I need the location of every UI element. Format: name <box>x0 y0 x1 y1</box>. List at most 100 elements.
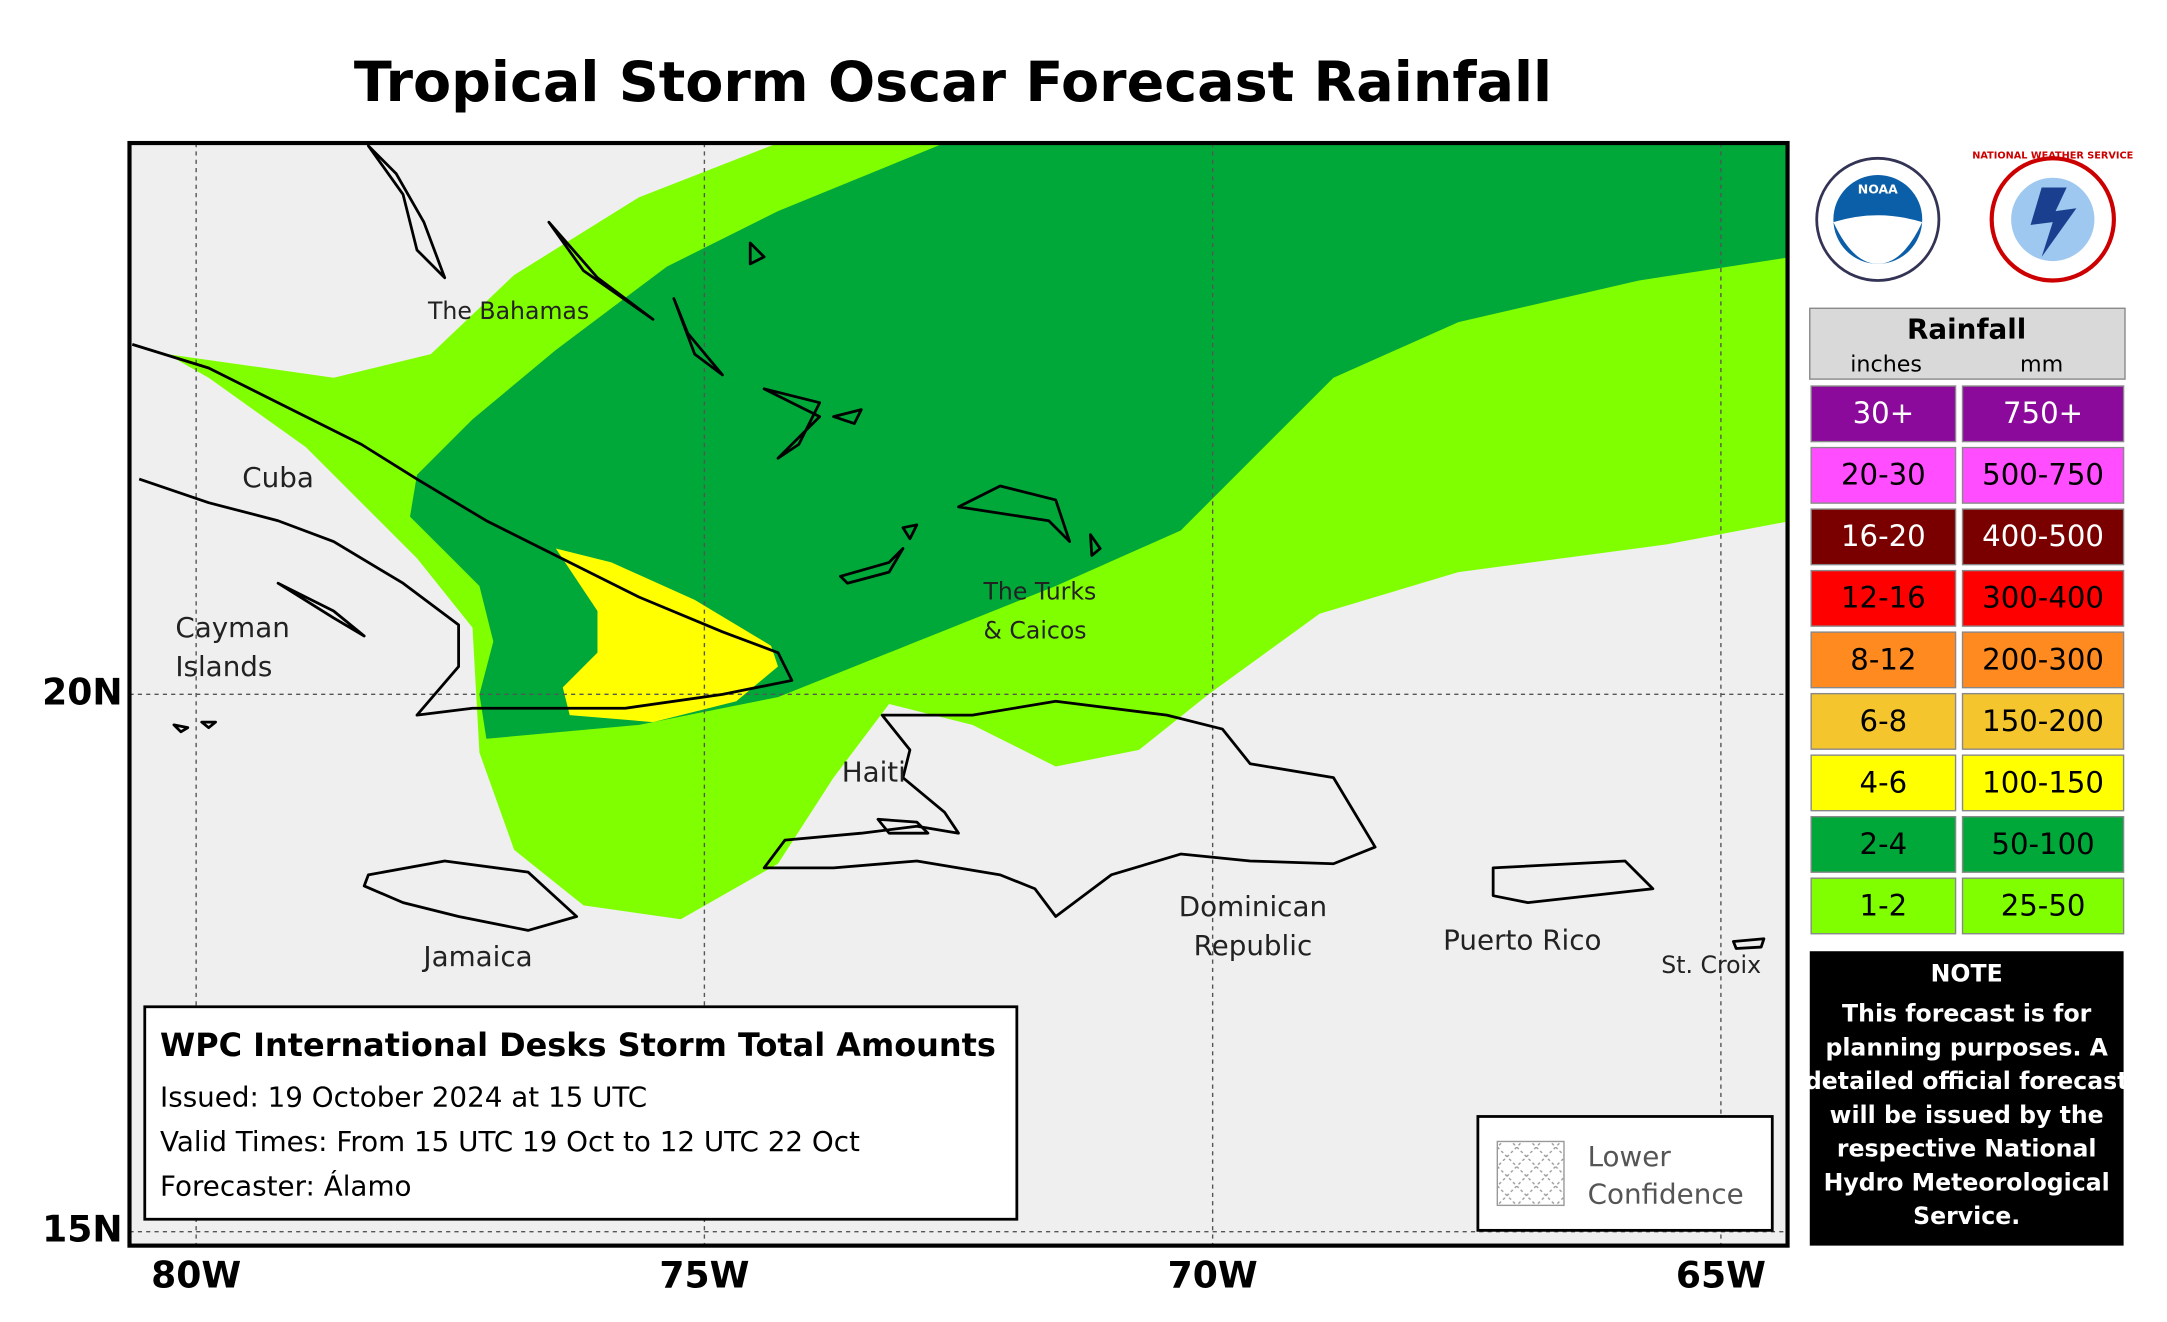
noaa-gull <box>1833 215 1923 264</box>
legend-mm: 25-50 <box>2001 888 2086 922</box>
nws-bolt <box>2030 187 2077 257</box>
note-line: detailed official forecast <box>1805 1067 2129 1095</box>
lower-confidence-text: Confidence <box>1588 1178 1744 1211</box>
rainfall-4-6 <box>555 548 778 723</box>
legend-swatch <box>1961 446 2125 504</box>
lon-label: 75W <box>659 1254 749 1297</box>
place-label: Republic <box>1194 929 1313 962</box>
lower-confidence-text: Lower <box>1588 1140 1672 1173</box>
info-line: Forecaster: Álamo <box>160 1168 411 1202</box>
place-label: The Turks <box>983 577 1097 605</box>
lat-label: 20N <box>42 670 122 713</box>
legend-mm: 200-300 <box>1982 642 2104 676</box>
legend-unit: inches <box>1850 352 1922 378</box>
legend-swatch <box>1961 692 2125 750</box>
info-line: Valid Times: From 15 UTC 19 Oct to 12 UT… <box>160 1125 860 1158</box>
info-line: Issued: 19 October 2024 at 15 UTC <box>160 1080 647 1113</box>
gonave <box>876 817 930 835</box>
nws-text: NATIONAL WEATHER SERVICE <box>1972 151 2133 162</box>
legend-inches: 30+ <box>1853 396 1915 430</box>
info-box-frame <box>143 1005 1019 1221</box>
legend-swatch <box>1810 385 1957 443</box>
place-label: Haiti <box>842 755 906 788</box>
legend-swatch <box>1810 692 1957 750</box>
legend-mm: 100-150 <box>1982 765 2104 799</box>
legend-swatch <box>1961 508 2125 566</box>
legend-inches: 1-2 <box>1860 888 1908 922</box>
legend-inches: 12-16 <box>1841 581 1926 615</box>
info-box: WPC International Desks Storm Total Amou… <box>143 1005 1019 1221</box>
note-line: Hydro Meteorological <box>1824 1168 2110 1196</box>
lower-confidence-box: Lower Confidence <box>1476 1115 1774 1232</box>
legend-mm: 400-500 <box>1982 519 2104 553</box>
title: Tropical Storm Oscar Forecast Rainfall <box>354 50 1552 115</box>
note-line: will be issued by the <box>1830 1101 2104 1129</box>
cuba <box>131 343 794 717</box>
note-line: Service. <box>1913 1202 2020 1230</box>
place-label: & Caicos <box>984 616 1087 644</box>
lat-label: 15N <box>42 1208 122 1251</box>
rainfall-2-4 <box>410 143 1788 739</box>
place-label: Dominican <box>1179 890 1327 923</box>
legend-mm: 300-400 <box>1982 581 2104 615</box>
legend-inches: 8-12 <box>1850 642 1916 676</box>
logos: NOAA NATIONAL WEATHER SERVICE <box>1815 151 2133 283</box>
note-line: respective National <box>1837 1135 2097 1163</box>
legend-header <box>1809 307 2126 380</box>
note-title: NOTE <box>1931 959 2003 987</box>
legend-inches: 4-6 <box>1860 765 1908 799</box>
legend-inches: 2-4 <box>1860 827 1908 861</box>
place-label: Cuba <box>242 461 314 494</box>
map-frame <box>127 140 1790 1248</box>
legend-swatch <box>1961 631 2125 689</box>
lower-confidence-swatch <box>1496 1140 1565 1207</box>
legend-mm: 150-200 <box>1982 704 2104 738</box>
legend-inches: 20-30 <box>1841 458 1926 492</box>
legend-swatch <box>1810 569 1957 627</box>
jamaica <box>362 859 579 932</box>
legend-mm: 50-100 <box>1991 827 2094 861</box>
note-line: planning purposes. A <box>1825 1033 2108 1061</box>
legend-swatch <box>1810 815 1957 873</box>
st-croix <box>1732 937 1766 950</box>
lon-label: 70W <box>1168 1254 1258 1297</box>
legend: Rainfall inches mm 30+ 750+ 20-30 500-750 16-20… <box>1809 307 2126 935</box>
cayman-islands <box>172 581 366 734</box>
legend-title: Rainfall <box>1907 313 2026 346</box>
place-label: Cayman <box>175 611 290 644</box>
place-label: Puerto Rico <box>1443 924 1601 957</box>
lon-label: 65W <box>1676 1254 1766 1297</box>
turks-caicos <box>839 484 1102 585</box>
noaa-text: NOAA <box>1858 182 1898 197</box>
bahamas <box>366 144 863 460</box>
legend-mm: 750+ <box>2003 396 2083 430</box>
legend-swatch <box>1961 754 2125 812</box>
place-label: St. Croix <box>1661 951 1761 979</box>
legend-inches: 6-8 <box>1860 704 1908 738</box>
puerto-rico <box>1491 859 1655 905</box>
legend-mm: 500-750 <box>1982 458 2104 492</box>
rainfall-areas <box>166 143 1788 920</box>
info-title: WPC International Desks Storm Total Amou… <box>160 1026 996 1064</box>
place-label: The Bahamas <box>427 297 589 325</box>
legend-swatch <box>1810 754 1957 812</box>
legend-swatch <box>1961 385 2125 443</box>
note-box: NOTE This forecast is for planning purpose… <box>1805 951 2129 1246</box>
lon-label: 80W <box>151 1254 241 1297</box>
hispaniola <box>762 699 1377 918</box>
legend-swatch <box>1810 446 1957 504</box>
legend-swatch <box>1961 815 2125 873</box>
legend-inches: 16-20 <box>1841 519 1926 553</box>
place-label: Islands <box>175 650 272 683</box>
note-line: This forecast is for <box>1842 1000 2092 1028</box>
note-background <box>1809 951 2124 1246</box>
legend-swatch <box>1961 569 2125 627</box>
legend-swatch <box>1810 631 1957 689</box>
coastlines <box>131 144 1766 950</box>
legend-swatch <box>1961 877 2125 935</box>
legend-swatch <box>1810 877 1957 935</box>
place-label: Jamaica <box>421 940 532 973</box>
legend-unit: mm <box>2020 352 2063 378</box>
